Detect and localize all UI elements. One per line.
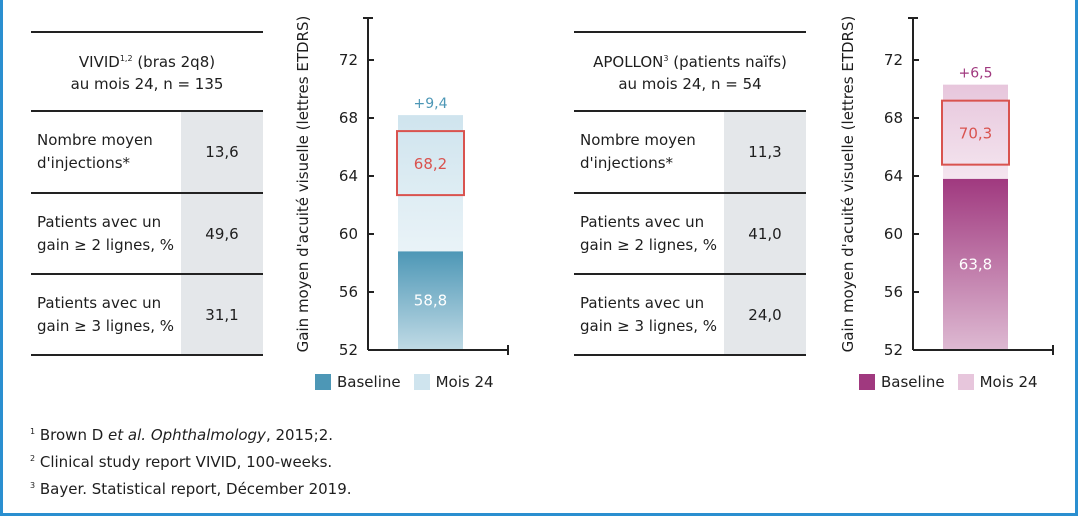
row-value: 49,6: [181, 194, 263, 273]
y-tick-label: 60: [339, 225, 358, 243]
row-value: 11,3: [724, 112, 806, 192]
y-tick-label: 68: [339, 109, 358, 127]
highlight-box: [941, 99, 1010, 166]
apollon-header-line2: au mois 24, n = 54: [618, 75, 762, 93]
vivid-row-gain2: Patients avec un gain ≥ 2 lignes, % 49,6: [31, 194, 263, 275]
y-tick-label: 52: [884, 341, 903, 359]
apollon-bar-chart: Gain moyen d'acuité visuelle (lettres ET…: [839, 16, 1054, 359]
footnote-num: 2: [30, 454, 36, 463]
footnote-text: , 2015;2.: [265, 426, 334, 444]
footnote-1: 1 Brown D et al. Ophthalmology, 2015;2.: [30, 420, 352, 447]
row-label: Nombre moyen d'injections*: [37, 131, 153, 172]
vivid-row-injections: Nombre moyen d'injections* 13,6: [31, 112, 263, 194]
bar-baseline: [398, 251, 463, 350]
y-axis-label: Gain moyen d'acuité visuelle (lettres ET…: [294, 16, 312, 353]
row-value: 41,0: [724, 194, 806, 273]
legend-label-mois24: Mois 24: [979, 373, 1038, 391]
y-tick-label: 56: [884, 283, 903, 301]
vivid-arm: (bras 2q8): [132, 53, 216, 71]
bar-mois24: [398, 115, 463, 252]
vivid-header-line1: VIVID1,2 (bras 2q8): [79, 48, 215, 73]
legend-item-mois24: Mois 24: [957, 373, 1038, 391]
apollon-arm: (patients naïfs): [668, 53, 787, 71]
row-value: 24,0: [724, 275, 806, 354]
y-tick-label: 52: [339, 341, 358, 359]
row-value: 31,1: [181, 275, 263, 354]
vivid-row-gain3: Patients avec un gain ≥ 3 lignes, % 31,1: [31, 275, 263, 356]
y-axis-label: Gain moyen d'acuité visuelle (lettres ET…: [839, 16, 857, 353]
highlight-box: [396, 130, 465, 197]
legend-swatch-mois24: [957, 374, 974, 390]
row-value: 13,6: [181, 112, 263, 192]
frame-right-border: [1075, 0, 1078, 513]
apollon-row-injections: Nombre moyen d'injections* 11,3: [574, 112, 806, 194]
apollon-study-name: APOLLON: [593, 53, 664, 71]
footnote-text: Clinical study report VIVID, 100-weeks.: [39, 453, 333, 471]
mois24-value-label: 70,3: [959, 125, 992, 143]
frame-bottom-border: [0, 513, 1078, 516]
row-label: Nombre moyen d'injections*: [580, 131, 696, 172]
legend-swatch-baseline: [859, 374, 875, 390]
vivid-ref-sup: 1,2: [119, 54, 133, 63]
legend-label-baseline: Baseline: [881, 373, 945, 391]
footnote-3: 3 Bayer. Statistical report, Décember 20…: [30, 474, 352, 501]
legend-swatch-mois24: [413, 374, 430, 390]
legend-swatch-baseline: [315, 374, 331, 390]
apollon-header-line1: APOLLON3 (patients naïfs): [593, 48, 787, 73]
legend-label-baseline: Baseline: [337, 373, 401, 391]
footnote-num: 3: [30, 481, 36, 490]
legend-item-baseline: Baseline: [859, 373, 945, 391]
gain-label: +9,4: [414, 96, 448, 112]
footnotes: 1 Brown D et al. Ophthalmology, 2015;2. …: [30, 420, 352, 501]
apollon-legend: Baseline Mois 24: [859, 373, 1051, 391]
gain-label: +6,5: [959, 66, 993, 82]
legend-item-mois24: Mois 24: [413, 373, 494, 391]
footnote-text: Bayer. Statistical report, Décember 2019…: [39, 480, 352, 498]
y-tick-label: 64: [339, 167, 358, 185]
footnote-text: Brown D: [39, 426, 109, 444]
apollon-row-gain2: Patients avec un gain ≥ 2 lignes, % 41,0: [574, 194, 806, 275]
apollon-ref-sup: 3: [663, 54, 669, 63]
legend-label-mois24: Mois 24: [435, 373, 494, 391]
row-label: Patients avec un gain ≥ 2 lignes, %: [37, 212, 174, 254]
apollon-row-gain3: Patients avec un gain ≥ 3 lignes, % 24,0: [574, 275, 806, 356]
y-tick-label: 60: [884, 225, 903, 243]
vivid-study-name: VIVID: [78, 53, 120, 71]
y-tick-label: 64: [884, 167, 903, 185]
vivid-bar-chart: Gain moyen d'acuité visuelle (lettres ET…: [294, 16, 509, 359]
row-label: Patients avec un gain ≥ 3 lignes, %: [37, 293, 174, 335]
baseline-value-label: 58,8: [414, 292, 447, 310]
legend-item-baseline: Baseline: [315, 373, 401, 391]
footnote-2: 2 Clinical study report VIVID, 100-weeks…: [30, 447, 352, 474]
mois24-value-label: 68,2: [414, 155, 447, 173]
footnote-italic: et al. Ophthalmology: [108, 426, 266, 444]
vivid-header-line2: au mois 24, n = 135: [70, 75, 224, 93]
y-tick-label: 68: [884, 109, 903, 127]
row-label: Patients avec un gain ≥ 3 lignes, %: [580, 293, 717, 335]
vivid-table-header: VIVID1,2 (bras 2q8) au mois 24, n = 135: [31, 31, 263, 112]
y-tick-label: 56: [339, 283, 358, 301]
row-label: Patients avec un gain ≥ 2 lignes, %: [580, 212, 717, 254]
vivid-legend: Baseline Mois 24: [315, 373, 507, 391]
apollon-table-header: APOLLON3 (patients naïfs) au mois 24, n …: [574, 31, 806, 112]
y-tick-label: 72: [339, 51, 358, 69]
frame-left-border: [0, 0, 3, 513]
footnote-num: 1: [30, 427, 36, 436]
y-tick-label: 72: [884, 51, 903, 69]
bar-baseline: [943, 178, 1008, 350]
baseline-value-label: 63,8: [959, 255, 992, 273]
